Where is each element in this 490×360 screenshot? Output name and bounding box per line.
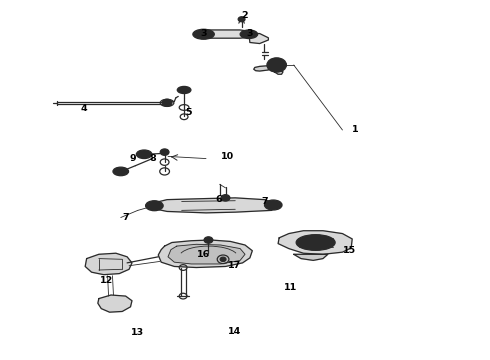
Polygon shape [98,295,132,312]
Polygon shape [85,253,132,275]
Ellipse shape [177,86,191,94]
Circle shape [150,203,159,209]
Polygon shape [203,30,250,38]
Ellipse shape [296,235,335,250]
Text: 17: 17 [228,261,241,270]
Text: 16: 16 [197,250,210,259]
Circle shape [271,61,283,69]
Text: 14: 14 [228,327,241,336]
Text: 6: 6 [215,195,221,204]
Polygon shape [152,198,274,213]
Circle shape [220,257,226,261]
Text: 15: 15 [343,246,356,255]
Polygon shape [294,254,328,260]
Text: 10: 10 [220,152,234,161]
Circle shape [267,58,287,72]
Ellipse shape [193,29,214,39]
Polygon shape [249,33,269,44]
Ellipse shape [240,30,258,39]
Text: 8: 8 [149,154,156,163]
Text: 3: 3 [246,29,253,38]
Ellipse shape [136,150,152,158]
Circle shape [162,99,172,107]
Polygon shape [254,66,269,71]
Text: 2: 2 [242,11,248,20]
Circle shape [269,202,278,208]
Circle shape [204,237,213,243]
Polygon shape [274,71,283,74]
Text: 12: 12 [99,276,113,285]
Circle shape [238,17,245,22]
Text: 3: 3 [200,29,207,38]
Text: 1: 1 [352,126,359,135]
Polygon shape [168,244,245,264]
Text: 9: 9 [130,154,136,163]
Ellipse shape [265,200,282,210]
Text: 4: 4 [81,104,88,113]
Text: 5: 5 [186,108,192,117]
Circle shape [160,149,169,156]
Ellipse shape [113,167,128,176]
Ellipse shape [146,201,163,211]
Polygon shape [268,59,283,72]
Polygon shape [158,240,252,267]
Text: 11: 11 [284,283,297,292]
Circle shape [221,195,230,201]
Text: 7: 7 [122,213,129,222]
Text: 13: 13 [131,328,145,337]
Polygon shape [278,231,352,254]
Text: 7: 7 [261,197,268,206]
